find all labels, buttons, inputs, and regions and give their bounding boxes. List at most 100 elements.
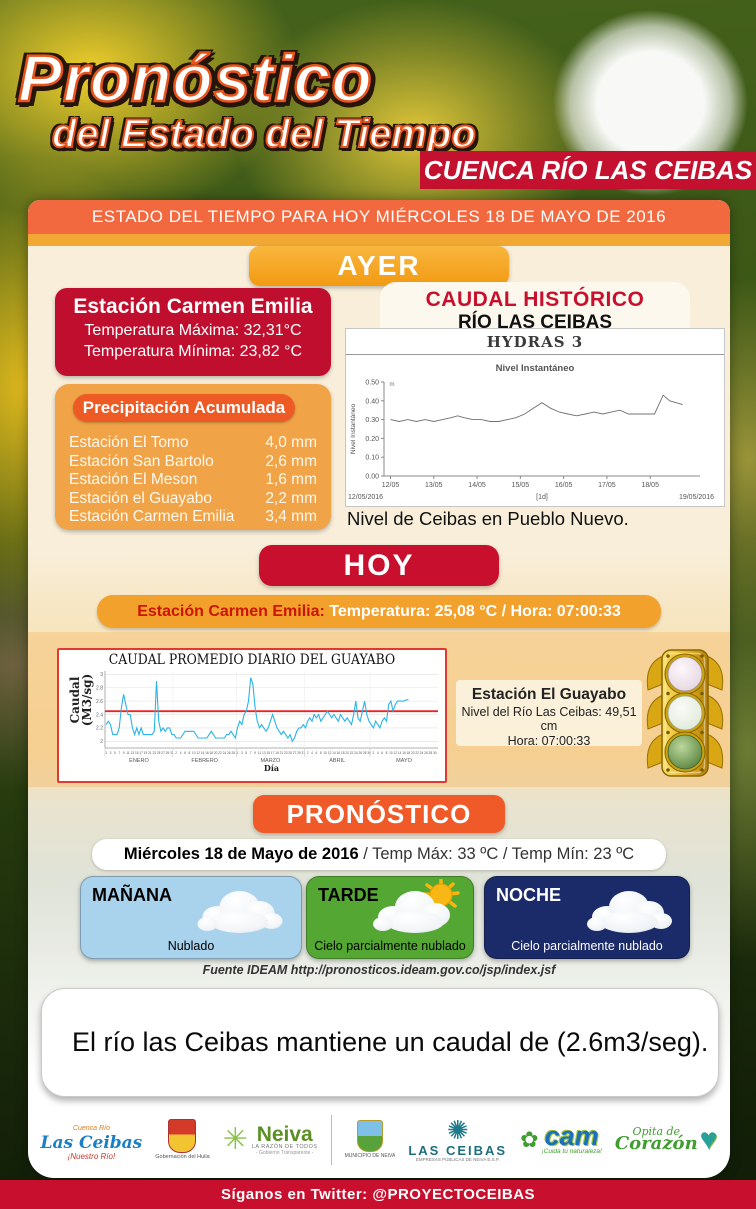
svg-text:18: 18 [407,751,411,755]
svg-text:4: 4 [311,751,313,755]
svg-text:0.40: 0.40 [365,398,379,405]
svg-text:22: 22 [218,751,222,755]
svg-text:22: 22 [415,751,419,755]
precip-row: Estación el Guayabo 2,2 mm [69,489,317,507]
svg-text:1: 1 [237,751,239,755]
svg-text:2.6: 2.6 [96,699,103,705]
guayabo-plot: 22.22.42.62.831 3 5 7 9 11 13 15 17 19 21 23 25 27 29 3… [96,671,438,773]
svg-text:20: 20 [411,751,415,755]
forecast-card-noche: NOCHE Cielo parcialmente nublado [484,876,690,959]
forecast-condition: Cielo parcialmente nublado [511,939,663,953]
guayabo-chart-title: CAUDAL PROMEDIO DIARIO DEL GUAYABO [108,652,396,668]
svg-text:12/05: 12/05 [382,482,400,489]
forecast-period-label: TARDE [318,885,379,905]
svg-text:Día: Día [264,763,279,773]
svg-text:MAYO: MAYO [396,758,413,764]
precipitacion-rows: Estación El Tomo 4,0 mm Estación San Barto… [69,434,317,527]
svg-text:Nivel Instantáneo: Nivel Instantáneo [350,404,357,455]
poster-subtitle: del Estado del Tiempo [51,111,477,157]
twitter-handle[interactable]: Síganos en Twitter: @PROYECTOCEIBAS [220,1186,536,1203]
hydras-chart-title: HYDRAS 3 [486,333,584,351]
starburst-icon: ✺ [446,1115,469,1146]
traffic-light-lenses [664,653,706,773]
svg-text:0.20: 0.20 [365,436,379,443]
svg-text:14/05: 14/05 [468,482,486,489]
svg-text:17/05: 17/05 [598,482,616,489]
svg-text:12: 12 [196,751,200,755]
svg-text:11: 11 [258,751,262,755]
guayabo-river-level: Nivel del Río Las Ceibas: 49,51 cm [461,705,637,733]
precip-row: Estación Carmen Emilia 3,4 mm [69,508,317,525]
summary-message-card: El río las Ceibas mantiene un caudal de … [41,988,719,1097]
svg-text:ABRIL: ABRIL [329,758,345,764]
partner-logos-row: Cuenca Río Las Ceibas ¡Nuestro Río! Gobe… [28,1103,730,1177]
svg-text:0.10: 0.10 [365,455,379,462]
svg-text:29: 29 [297,751,301,755]
region-banner: CUENCA RÍO LAS CEIBAS [420,151,756,189]
svg-text:24: 24 [223,751,227,755]
svg-text:0.50: 0.50 [365,380,379,387]
svg-text:13: 13 [262,751,266,755]
svg-text:31: 31 [301,751,305,755]
svg-text:11: 11 [126,751,130,755]
svg-text:8: 8 [320,751,322,755]
forecast-date: Miércoles 18 de Mayo de 2016 [123,845,359,863]
svg-text:15: 15 [135,751,139,755]
svg-text:21: 21 [148,751,152,755]
svg-text:2: 2 [307,751,309,755]
logo-municipio-neiva: MUNICIPIO DE NEIVA [345,1120,395,1159]
guayabo-station-title: Estación El Guayabo [471,686,627,703]
svg-text:8: 8 [188,751,190,755]
station-carmen-card: Estación Carmen Emilia Temperatura Máxim… [55,288,331,376]
svg-text:0.00: 0.00 [365,474,379,481]
logo-cam: ✿ cam ¡Cuida tu naturaleza! [520,1121,602,1155]
svg-text:18: 18 [341,751,345,755]
svg-text:2.4: 2.4 [96,712,103,718]
logo-las-ceibas-epn: ✺ LAS CEIBAS EMPRESAS PÚBLICAS DE NEIVA … [408,1115,508,1162]
svg-text:7: 7 [118,751,120,755]
source-link[interactable]: Fuente IDEAM http://pronosticos.ideam.go… [202,963,556,977]
neiva-flower-icon: ✳ [222,1123,248,1157]
svg-text:16: 16 [337,751,341,755]
section-ayer-title: AYER [249,246,509,286]
svg-text:30: 30 [433,751,437,755]
svg-text:27: 27 [161,751,165,755]
hydras-plot: 0.00 0.10 0.20 0.30 0.40 0.50 12/05 13/05 14/05 1… [348,380,714,502]
svg-text:2: 2 [175,751,177,755]
svg-text:6: 6 [381,751,383,755]
guayabo-station-panel: Estación El Guayabo Nivel del Río Las Ce… [456,680,642,748]
svg-text:ENERO: ENERO [129,758,149,764]
svg-text:14: 14 [201,751,205,755]
logo-gobernacion-huila: Gobernación del Huila [155,1119,210,1161]
guayabo-time: Hora: 07:00:33 [507,734,591,748]
svg-text:25: 25 [288,751,292,755]
svg-text:8: 8 [386,751,388,755]
svg-text:28: 28 [231,751,235,755]
svg-text:15/05: 15/05 [512,482,530,489]
svg-text:5: 5 [245,751,247,755]
temp-min-value: Temperatura Mínima: 23,82 °C [83,343,303,360]
svg-text:16/05: 16/05 [555,482,573,489]
forecast-date-bar: Miércoles 18 de Mayo de 2016 / Temp Máx:… [92,839,666,870]
svg-text:0.30: 0.30 [365,417,379,424]
logo-cuenca-las-ceibas: Cuenca Río Las Ceibas ¡Nuestro Río! [40,1125,143,1162]
svg-text:FEBRERO: FEBRERO [191,758,218,764]
station-title: Estación Carmen Emilia [73,295,313,318]
current-station-label: Estación Carmen Emilia: [137,603,325,620]
svg-text:4: 4 [377,751,379,755]
hydras-chart: HYDRAS 3 Nivel Instantáneo 0.00 0.10 0.20 0… [345,328,725,507]
svg-text:[1d]: [1d] [536,494,548,501]
svg-text:26: 26 [227,751,231,755]
hydras-separator [346,354,724,355]
forecast-condition: Cielo parcialmente nublado [314,939,466,953]
svg-text:3: 3 [241,751,243,755]
svg-text:13/05: 13/05 [425,482,443,489]
svg-text:30: 30 [367,751,371,755]
svg-text:20: 20 [345,751,349,755]
precip-row: Estación El Tomo 4,0 mm [69,434,317,451]
date-header-bar: ESTADO DEL TIEMPO PARA HOY MIÉRCOLES 18 … [28,200,730,234]
svg-text:7: 7 [250,751,252,755]
svg-text:24: 24 [354,751,358,755]
current-conditions-bar: Estación Carmen Emilia: Temperatura: 25,… [97,595,661,628]
